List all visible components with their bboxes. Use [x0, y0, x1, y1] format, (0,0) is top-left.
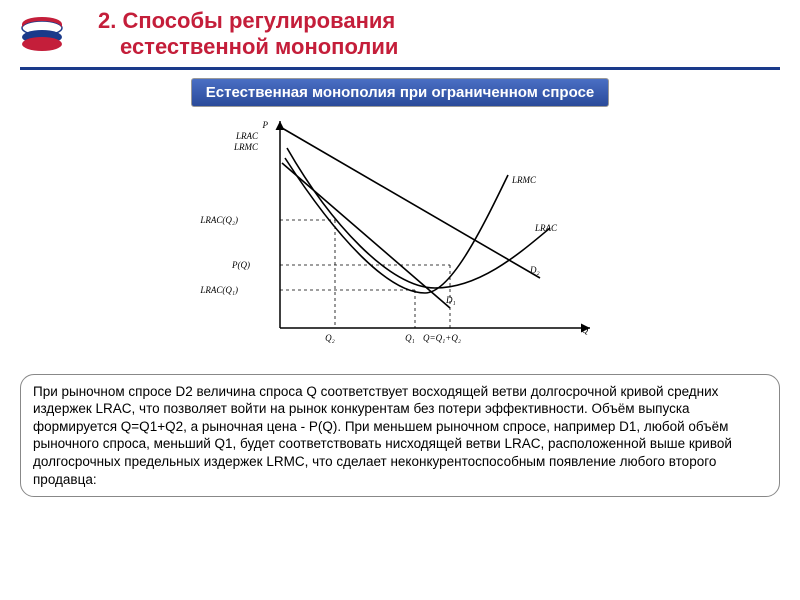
logo-icon — [20, 16, 68, 52]
monopoly-chart: PLRACLRMCLRAC(Q₂)P(Q)LRAC(Q₁)Q₂Q₁Q=Q₁+Q₂… — [190, 113, 610, 363]
svg-text:LRMC: LRMC — [511, 175, 537, 185]
page-title: 2. Способы регулирования естественной мо… — [98, 8, 398, 61]
svg-text:LRAC: LRAC — [235, 131, 259, 141]
svg-text:Q=Q₁+Q₂: Q=Q₁+Q₂ — [423, 333, 461, 343]
svg-text:P(Q): P(Q) — [231, 260, 250, 270]
header-divider — [20, 67, 780, 70]
title-line-2: естественной монополии — [98, 34, 398, 59]
svg-text:D₁: D₁ — [445, 295, 456, 305]
header: 2. Способы регулирования естественной мо… — [0, 0, 800, 65]
title-line-1: 2. Способы регулирования — [98, 8, 395, 33]
svg-text:LRAC(Q₁): LRAC(Q₁) — [199, 285, 238, 295]
svg-text:Q: Q — [582, 325, 589, 335]
svg-text:P: P — [262, 120, 269, 130]
chart-container: PLRACLRMCLRAC(Q₂)P(Q)LRAC(Q₁)Q₂Q₁Q=Q₁+Q₂… — [190, 113, 610, 368]
svg-text:LRAC: LRAC — [534, 223, 558, 233]
svg-text:D₂: D₂ — [529, 265, 540, 275]
svg-text:LRMC: LRMC — [233, 142, 259, 152]
svg-text:Q₂: Q₂ — [325, 333, 335, 343]
description-text: При рыночном спросе D2 величина спроса Q… — [20, 374, 780, 497]
subtitle-bar: Естественная монополия при ограниченном … — [191, 78, 610, 107]
svg-text:LRAC(Q₂): LRAC(Q₂) — [199, 215, 238, 225]
svg-text:Q₁: Q₁ — [405, 333, 415, 343]
